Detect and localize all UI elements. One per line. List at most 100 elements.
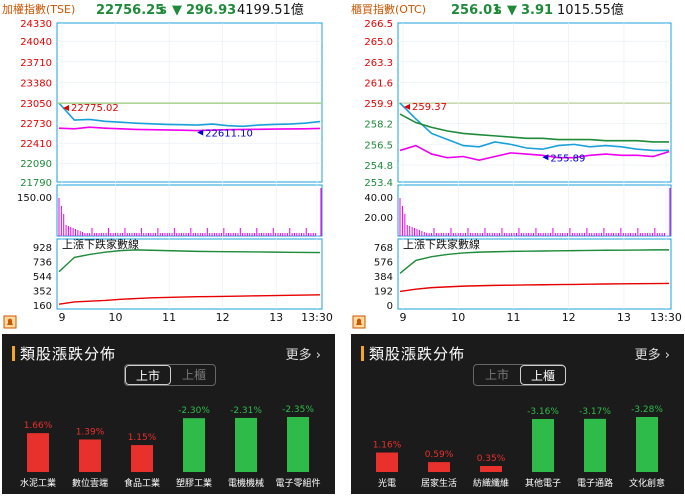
title-accent (12, 346, 15, 361)
price-tick-label: 23710 (20, 58, 52, 69)
tab-otc[interactable]: 上櫃 (520, 365, 566, 385)
low-price-annotation: 22611.10 (205, 129, 253, 140)
arrow-left-icon (63, 105, 69, 112)
chevron-right-icon: › (664, 348, 670, 363)
ad-tick-label: 160 (33, 301, 52, 312)
price-tick-label: 22730 (20, 119, 52, 130)
sector-category-label: 數位雲端 (72, 477, 108, 489)
tab-otc[interactable]: 上櫃 (181, 368, 206, 382)
sector-bar (584, 418, 606, 472)
price-tick-label: 23380 (20, 78, 52, 89)
price-tick-label: 261.6 (364, 78, 393, 89)
sector-category-label: 紡織纖維 (473, 477, 509, 489)
price-series-line (58, 102, 321, 128)
x-tick-label: 9 (59, 311, 66, 324)
sector-value-label: -2.30% (178, 406, 210, 416)
price-tick-label: 265.0 (364, 37, 393, 48)
ad-series-line (399, 282, 670, 293)
ad-tick-label: 736 (33, 258, 52, 269)
x-tick-label: 11 (162, 311, 176, 324)
bell-icon[interactable] (352, 315, 366, 329)
ad-tick-label: 928 (33, 243, 52, 254)
otc-change: 3.91 (521, 3, 553, 18)
ad-tick-label: 352 (33, 287, 52, 298)
sector-value-label: -2.35% (282, 405, 314, 415)
tse-ad-label: 上漲下跌家數線 (62, 237, 139, 251)
tse-name: 加權指數(TSE) (2, 2, 75, 16)
bell-icon[interactable] (3, 315, 17, 329)
more-label: 更多 (634, 348, 661, 363)
price-tick-label: 266.5 (364, 19, 393, 30)
tse-volume: 4199.51億 (237, 2, 304, 18)
sector-value-label: -2.31% (230, 406, 262, 416)
arrow-left-icon (197, 129, 204, 136)
price-tick-label: 258.2 (364, 120, 393, 131)
price-series-line (399, 144, 670, 161)
sector-category-label: 文化創意 (629, 477, 665, 489)
otc-flag: s (494, 3, 502, 18)
chevron-right-icon: › (315, 348, 321, 363)
volume-panel-frame (397, 184, 672, 237)
x-tick-label: 12 (216, 311, 230, 324)
sector-bar-chart: 1.66% 水泥工業 1.39% 數位雲端 1.15% 食品工業 -2.30% 塑膠工業 -2.… (20, 405, 321, 489)
ad-series-line (399, 249, 669, 274)
tse-change-arrow: ▼ (172, 3, 182, 18)
tab-listed[interactable]: 上市 (484, 368, 509, 382)
market-toggle: 上市 上櫃 (473, 364, 566, 386)
price-tick-label: 22410 (20, 139, 52, 150)
x-tick-label: 12 (562, 311, 576, 324)
more-link[interactable]: 更多 › (635, 344, 670, 363)
tab-listed[interactable]: 上市 (125, 365, 171, 385)
sector-bar (131, 445, 153, 472)
sector-category-label: 塑膠工業 (176, 477, 212, 489)
price-tick-label: 22090 (20, 159, 52, 170)
x-tick-label: 13:30 (301, 311, 333, 324)
sector-value-label: -3.28% (631, 405, 663, 415)
sector-bar (79, 439, 101, 472)
sector-category-label: 電機機械 (228, 477, 264, 489)
sector-value-label: -3.17% (579, 407, 611, 417)
tse-price: 22756.25 (96, 3, 164, 18)
price-tick-label: 23050 (20, 99, 52, 110)
sector-value-label: 1.16% (373, 441, 402, 451)
sector-panel-otc: 類股漲跌分佈 更多 › 上市 上櫃 1.16% 光電 0.59% 居家生活 0.35% 紡… (351, 334, 684, 494)
ad-tick-label: 0 (387, 301, 393, 312)
price-tick-label: 21790 (20, 178, 52, 189)
more-label: 更多 (285, 348, 312, 363)
price-tick-label: 254.8 (364, 161, 393, 172)
ad-panel-frame (397, 238, 672, 310)
x-tick-label: 10 (109, 311, 123, 324)
sector-value-label: 0.59% (425, 450, 454, 460)
sector-category-label: 光電 (378, 477, 396, 489)
sector-category-label: 居家生活 (421, 477, 457, 489)
otc-name: 櫃買指數(OTC) (351, 2, 426, 16)
sector-bar (636, 417, 658, 472)
sector-bar (235, 417, 257, 472)
sector-value-label: 0.35% (477, 454, 506, 464)
sector-bar (376, 452, 398, 472)
volume-panel-frame (56, 184, 323, 237)
sector-bar (428, 462, 450, 472)
tse-chart-panel: 加權指數(TSE) 22756.25 s ▼ 296.93 4199.51億 2… (0, 0, 336, 332)
ad-tick-label: 544 (33, 272, 52, 283)
ad-panel-frame (56, 238, 323, 310)
sector-bar (287, 417, 309, 472)
sector-panel-listed: 類股漲跌分佈 更多 › 上市 上櫃 1.66% 水泥工業 1.39% 數位雲端 1.15… (2, 334, 335, 494)
sector-value-label: -3.16% (527, 407, 559, 417)
otc-chart-panel: 櫃買指數(OTC) 256.01 s ▼ 3.91 1015.55億 266.5… (349, 0, 685, 332)
otc-ad-label: 上漲下跌家數線 (403, 237, 480, 251)
sector-panel-title: 類股漲跌分佈 (369, 345, 466, 363)
ad-tick-label: 768 (374, 243, 393, 254)
price-tick-label: 24330 (20, 19, 52, 30)
sector-bar (480, 466, 502, 472)
volume-tick-label: 20.00 (364, 213, 393, 224)
low-price-annotation: 255.89 (550, 153, 585, 164)
sector-category-label: 電子通路 (577, 477, 613, 489)
sector-panel-title: 類股漲跌分佈 (20, 345, 117, 363)
sector-bar-chart: 1.16% 光電 0.59% 居家生活 0.35% 紡織纖維 -3.16% 其他電子 -3.17… (373, 405, 665, 489)
otc-volume: 1015.55億 (557, 2, 624, 18)
price-tick-label: 259.9 (364, 99, 393, 110)
otc-change-arrow: ▼ (507, 3, 517, 18)
sector-category-label: 其他電子 (525, 477, 561, 489)
more-link[interactable]: 更多 › (286, 344, 321, 363)
